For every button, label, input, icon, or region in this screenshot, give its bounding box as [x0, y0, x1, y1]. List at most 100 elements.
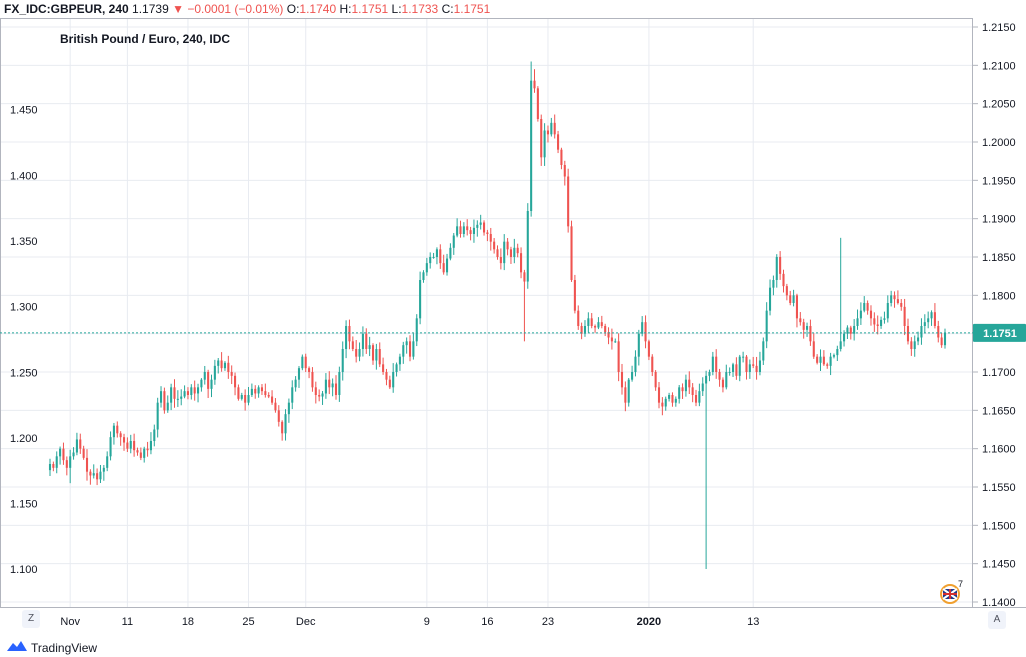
price-chart[interactable]: British Pound / Euro, 240, IDC 1.100 1.15…: [0, 0, 1026, 640]
candle-body: [220, 360, 223, 369]
candle-body: [698, 391, 701, 403]
candle-body: [657, 387, 661, 403]
candle-body: [923, 322, 926, 326]
candle-body: [715, 356, 718, 372]
candle-body: [651, 356, 654, 372]
candle-body: [398, 356, 401, 365]
candle-body: [375, 349, 378, 361]
candle-body: [472, 227, 475, 234]
candle-body: [166, 402, 169, 411]
candle-body: [489, 234, 492, 242]
high-value: 1.1751: [351, 2, 389, 16]
candle-body: [752, 364, 755, 366]
candle-body: [533, 80, 536, 89]
candle-body: [513, 247, 516, 257]
chart-grid: [0, 18, 973, 607]
candle-body: [624, 387, 627, 403]
candle-body: [237, 387, 240, 399]
chart-title: British Pound / Euro, 240, IDC: [60, 32, 230, 46]
candle-body: [378, 349, 381, 365]
candle-body: [849, 327, 852, 334]
candle-body: [345, 326, 348, 349]
candle-body: [883, 318, 886, 320]
candle-body: [913, 341, 916, 349]
candle-body: [190, 387, 193, 395]
candle-body: [183, 391, 186, 397]
candle-body: [197, 387, 200, 394]
price-tick-label: 1.1400: [982, 597, 1016, 609]
auto-scale-button[interactable]: A: [988, 611, 1006, 629]
candle-body: [116, 425, 119, 434]
time-tick-label: 9: [424, 616, 430, 628]
candle-body: [493, 241, 496, 250]
candle-body: [388, 379, 391, 388]
time-axis[interactable]: Nov 11 18 25 Dec 9 16 23 2020 13: [60, 616, 759, 628]
candle-body: [937, 326, 940, 338]
candles: [48, 61, 947, 570]
candle-body: [82, 448, 85, 458]
candle-body: [264, 391, 267, 395]
candle-body: [933, 312, 936, 326]
candle-body: [163, 391, 166, 411]
candle-body: [701, 383, 704, 392]
price-tick-label: 1.1850: [982, 252, 1016, 264]
time-tick-label: 13: [747, 616, 759, 628]
candle-body: [610, 337, 613, 342]
left-tick-label: 1.300: [10, 302, 38, 314]
candle-body: [694, 395, 698, 403]
candle-body: [641, 322, 644, 334]
time-tick-label: Nov: [60, 616, 80, 628]
candle-body: [425, 263, 428, 273]
zoom-reset-button[interactable]: Z: [22, 610, 40, 628]
price-tick-label: 1.2150: [982, 22, 1016, 34]
candle-body: [314, 387, 317, 395]
candle-body: [738, 356, 741, 376]
brand-label[interactable]: TradingView: [31, 641, 98, 655]
candle-body: [301, 356, 304, 369]
candle-body: [250, 388, 253, 395]
uk-flag-icon[interactable]: 7: [940, 579, 963, 604]
candle-body: [129, 441, 132, 449]
candle-body: [832, 355, 836, 357]
candle-body: [806, 326, 809, 330]
candle-body: [102, 467, 105, 472]
candle-body: [119, 433, 122, 438]
candle-body: [281, 421, 284, 434]
candle-body: [822, 356, 825, 365]
candle-body: [583, 326, 587, 334]
candle-body: [523, 272, 526, 282]
candle-body: [240, 395, 243, 399]
candle-body: [661, 402, 664, 407]
open-value: 1.1740: [299, 2, 337, 16]
candle-body: [422, 272, 425, 280]
left-tick-label: 1.450: [10, 105, 38, 117]
candle-body: [930, 312, 933, 319]
candle-body: [587, 318, 590, 326]
price-tick-label: 1.1700: [982, 367, 1016, 379]
candle-body: [230, 372, 233, 376]
candle-body: [149, 441, 152, 451]
candle-body: [873, 318, 876, 325]
candle-body: [445, 258, 449, 273]
candle-body: [520, 253, 523, 273]
candle-body: [540, 119, 543, 158]
candle-body: [560, 149, 563, 165]
candle-body: [896, 299, 899, 303]
candle-body: [590, 318, 593, 326]
candle-body: [839, 341, 842, 349]
symbol-label[interactable]: FX_IDC:GBPEUR, 240: [4, 2, 129, 16]
price-axis[interactable]: 1.1400 1.1450 1.1500 1.1550 1.1600 1.1650 1.17…: [973, 22, 1016, 609]
candle-body: [762, 341, 765, 361]
candle-body: [940, 337, 943, 346]
candle-body: [886, 303, 889, 319]
candle-body: [853, 326, 856, 334]
left-tick-label: 1.200: [10, 433, 38, 445]
candle-body: [795, 295, 798, 319]
candle-body: [880, 319, 883, 326]
candle-body: [920, 326, 923, 338]
candle-body: [257, 387, 260, 394]
candle-body: [496, 249, 499, 257]
candle-body: [217, 360, 220, 366]
candle-body: [745, 356, 748, 372]
close-value: 1.1751: [453, 2, 491, 16]
